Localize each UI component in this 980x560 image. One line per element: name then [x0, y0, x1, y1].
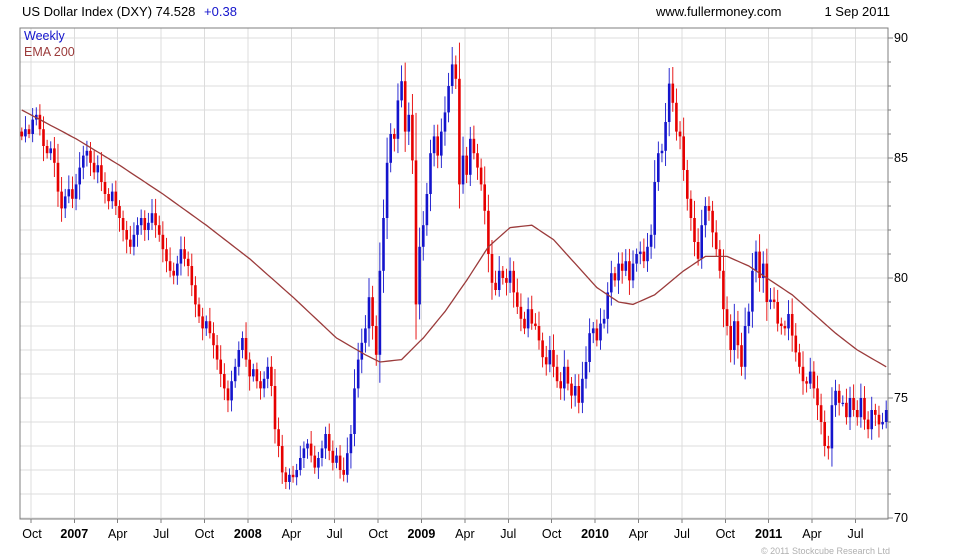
x-tick-label: Jul [674, 527, 690, 541]
x-tick-label: Oct [716, 527, 736, 541]
plot-border [19, 27, 893, 523]
x-tick-label: 2007 [60, 527, 88, 541]
x-tick-label: 2011 [755, 527, 782, 541]
x-tick-label: Oct [542, 527, 562, 541]
candlestick-series [20, 42, 888, 490]
x-tick-label: 2010 [581, 527, 609, 541]
x-tick-label: 2008 [234, 527, 262, 541]
y-tick-label: 80 [894, 271, 908, 285]
y-tick-label: 90 [894, 31, 908, 45]
x-axis-labels: Oct 2007 Apr Jul Oct 2008 Apr Jul Oct 2009 Apr Jul O… [22, 527, 863, 541]
x-tick-label: 2009 [407, 527, 435, 541]
x-tick-label: Jul [848, 527, 864, 541]
instrument-and-price: US Dollar Index (DXY) 74.528 [22, 4, 196, 19]
price-change: +0.38 [204, 4, 237, 19]
legend-weekly: Weekly [24, 29, 65, 43]
x-tick-label: Apr [282, 527, 301, 541]
legend-ema-200: EMA 200 [24, 45, 75, 59]
x-tick-label: Apr [108, 527, 127, 541]
chart-date: 1 Sep 2011 [824, 4, 890, 19]
y-tick-label: 70 [894, 511, 908, 525]
x-tick-label: Jul [327, 527, 343, 541]
x-tick-label: Jul [500, 527, 516, 541]
grid-lines [20, 28, 888, 519]
x-tick-label: Jul [153, 527, 169, 541]
x-tick-label: Oct [195, 527, 215, 541]
ema-200-line [21, 109, 887, 368]
y-axis-labels: 70 75 80 85 90 [894, 31, 908, 525]
copyright-notice: © 2011 Stockcube Research Ltd [760, 546, 890, 556]
site-link[interactable]: www.fullermoney.com [656, 4, 782, 19]
x-tick-label: Oct [368, 527, 388, 541]
y-tick-label: 75 [894, 391, 908, 405]
y-tick-label: 85 [894, 151, 908, 165]
x-tick-label: Apr [802, 527, 821, 541]
x-tick-label: Oct [22, 527, 42, 541]
x-tick-label: Apr [629, 527, 648, 541]
chart-title: US Dollar Index (DXY) 74.528 +0.38 [22, 4, 237, 19]
x-tick-label: Apr [455, 527, 474, 541]
